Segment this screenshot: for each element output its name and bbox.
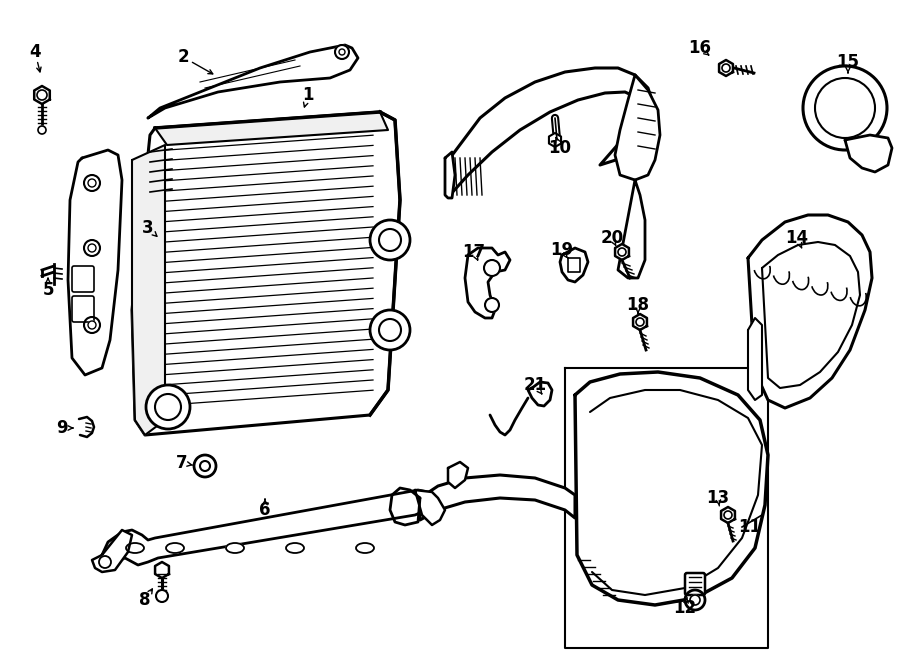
Text: 11: 11 [739, 518, 761, 536]
Text: 2: 2 [177, 48, 189, 66]
Text: 18: 18 [626, 296, 650, 314]
Text: 3: 3 [142, 219, 154, 237]
Text: 16: 16 [688, 39, 712, 57]
Polygon shape [615, 75, 660, 180]
Circle shape [200, 461, 210, 471]
Polygon shape [560, 248, 588, 282]
Circle shape [146, 385, 190, 429]
Circle shape [722, 64, 730, 72]
Polygon shape [721, 507, 735, 523]
Circle shape [370, 310, 410, 350]
Circle shape [155, 394, 181, 420]
Polygon shape [618, 180, 645, 278]
Text: 10: 10 [548, 139, 572, 157]
FancyBboxPatch shape [685, 573, 705, 595]
Circle shape [37, 90, 47, 100]
Circle shape [618, 248, 626, 256]
Polygon shape [448, 462, 468, 488]
Text: 17: 17 [463, 243, 486, 261]
Polygon shape [465, 248, 510, 318]
Circle shape [339, 49, 345, 55]
Polygon shape [719, 60, 733, 76]
Circle shape [636, 318, 644, 326]
Circle shape [84, 175, 100, 191]
Circle shape [484, 260, 500, 276]
Ellipse shape [166, 543, 184, 553]
Circle shape [379, 319, 401, 341]
Polygon shape [68, 150, 122, 375]
Circle shape [485, 298, 499, 312]
Polygon shape [845, 135, 892, 172]
FancyBboxPatch shape [72, 296, 94, 322]
Polygon shape [34, 86, 50, 104]
Circle shape [88, 179, 96, 187]
Circle shape [99, 556, 111, 568]
Text: 9: 9 [56, 419, 68, 437]
Circle shape [690, 595, 700, 605]
Text: 1: 1 [302, 86, 314, 104]
Text: 4: 4 [29, 43, 40, 61]
Circle shape [815, 78, 875, 138]
Polygon shape [420, 475, 575, 520]
Polygon shape [148, 45, 358, 118]
Polygon shape [92, 530, 132, 572]
Ellipse shape [126, 543, 144, 553]
Circle shape [724, 511, 732, 519]
Polygon shape [79, 417, 94, 437]
Text: 15: 15 [836, 53, 860, 71]
Text: 12: 12 [673, 599, 697, 617]
Polygon shape [528, 382, 552, 406]
Text: 20: 20 [600, 229, 624, 247]
Polygon shape [450, 68, 655, 195]
Polygon shape [102, 490, 432, 565]
Polygon shape [748, 215, 872, 408]
Polygon shape [615, 244, 629, 260]
Circle shape [88, 244, 96, 252]
Text: 13: 13 [706, 489, 730, 507]
Circle shape [84, 317, 100, 333]
Circle shape [194, 455, 216, 477]
Polygon shape [155, 562, 169, 578]
Polygon shape [633, 314, 647, 330]
Circle shape [370, 220, 410, 260]
Polygon shape [390, 488, 420, 525]
Polygon shape [132, 112, 400, 435]
Circle shape [335, 45, 349, 59]
Polygon shape [155, 112, 388, 145]
Polygon shape [415, 490, 445, 525]
Text: 14: 14 [786, 229, 808, 247]
Circle shape [38, 126, 46, 134]
Text: 7: 7 [176, 454, 188, 472]
Circle shape [685, 590, 705, 610]
Text: 5: 5 [42, 281, 54, 299]
FancyBboxPatch shape [72, 266, 94, 292]
Circle shape [88, 321, 96, 329]
Circle shape [156, 590, 168, 602]
Ellipse shape [226, 543, 244, 553]
Circle shape [379, 229, 401, 251]
Ellipse shape [356, 543, 374, 553]
Text: 6: 6 [259, 501, 271, 519]
Polygon shape [575, 372, 768, 605]
Text: 21: 21 [524, 376, 546, 394]
Circle shape [84, 240, 100, 256]
Circle shape [803, 66, 887, 150]
Polygon shape [445, 152, 455, 198]
Polygon shape [748, 318, 762, 400]
Ellipse shape [286, 543, 304, 553]
Polygon shape [132, 145, 165, 435]
Text: 19: 19 [551, 241, 573, 259]
Polygon shape [549, 133, 561, 147]
Text: 8: 8 [140, 591, 151, 609]
